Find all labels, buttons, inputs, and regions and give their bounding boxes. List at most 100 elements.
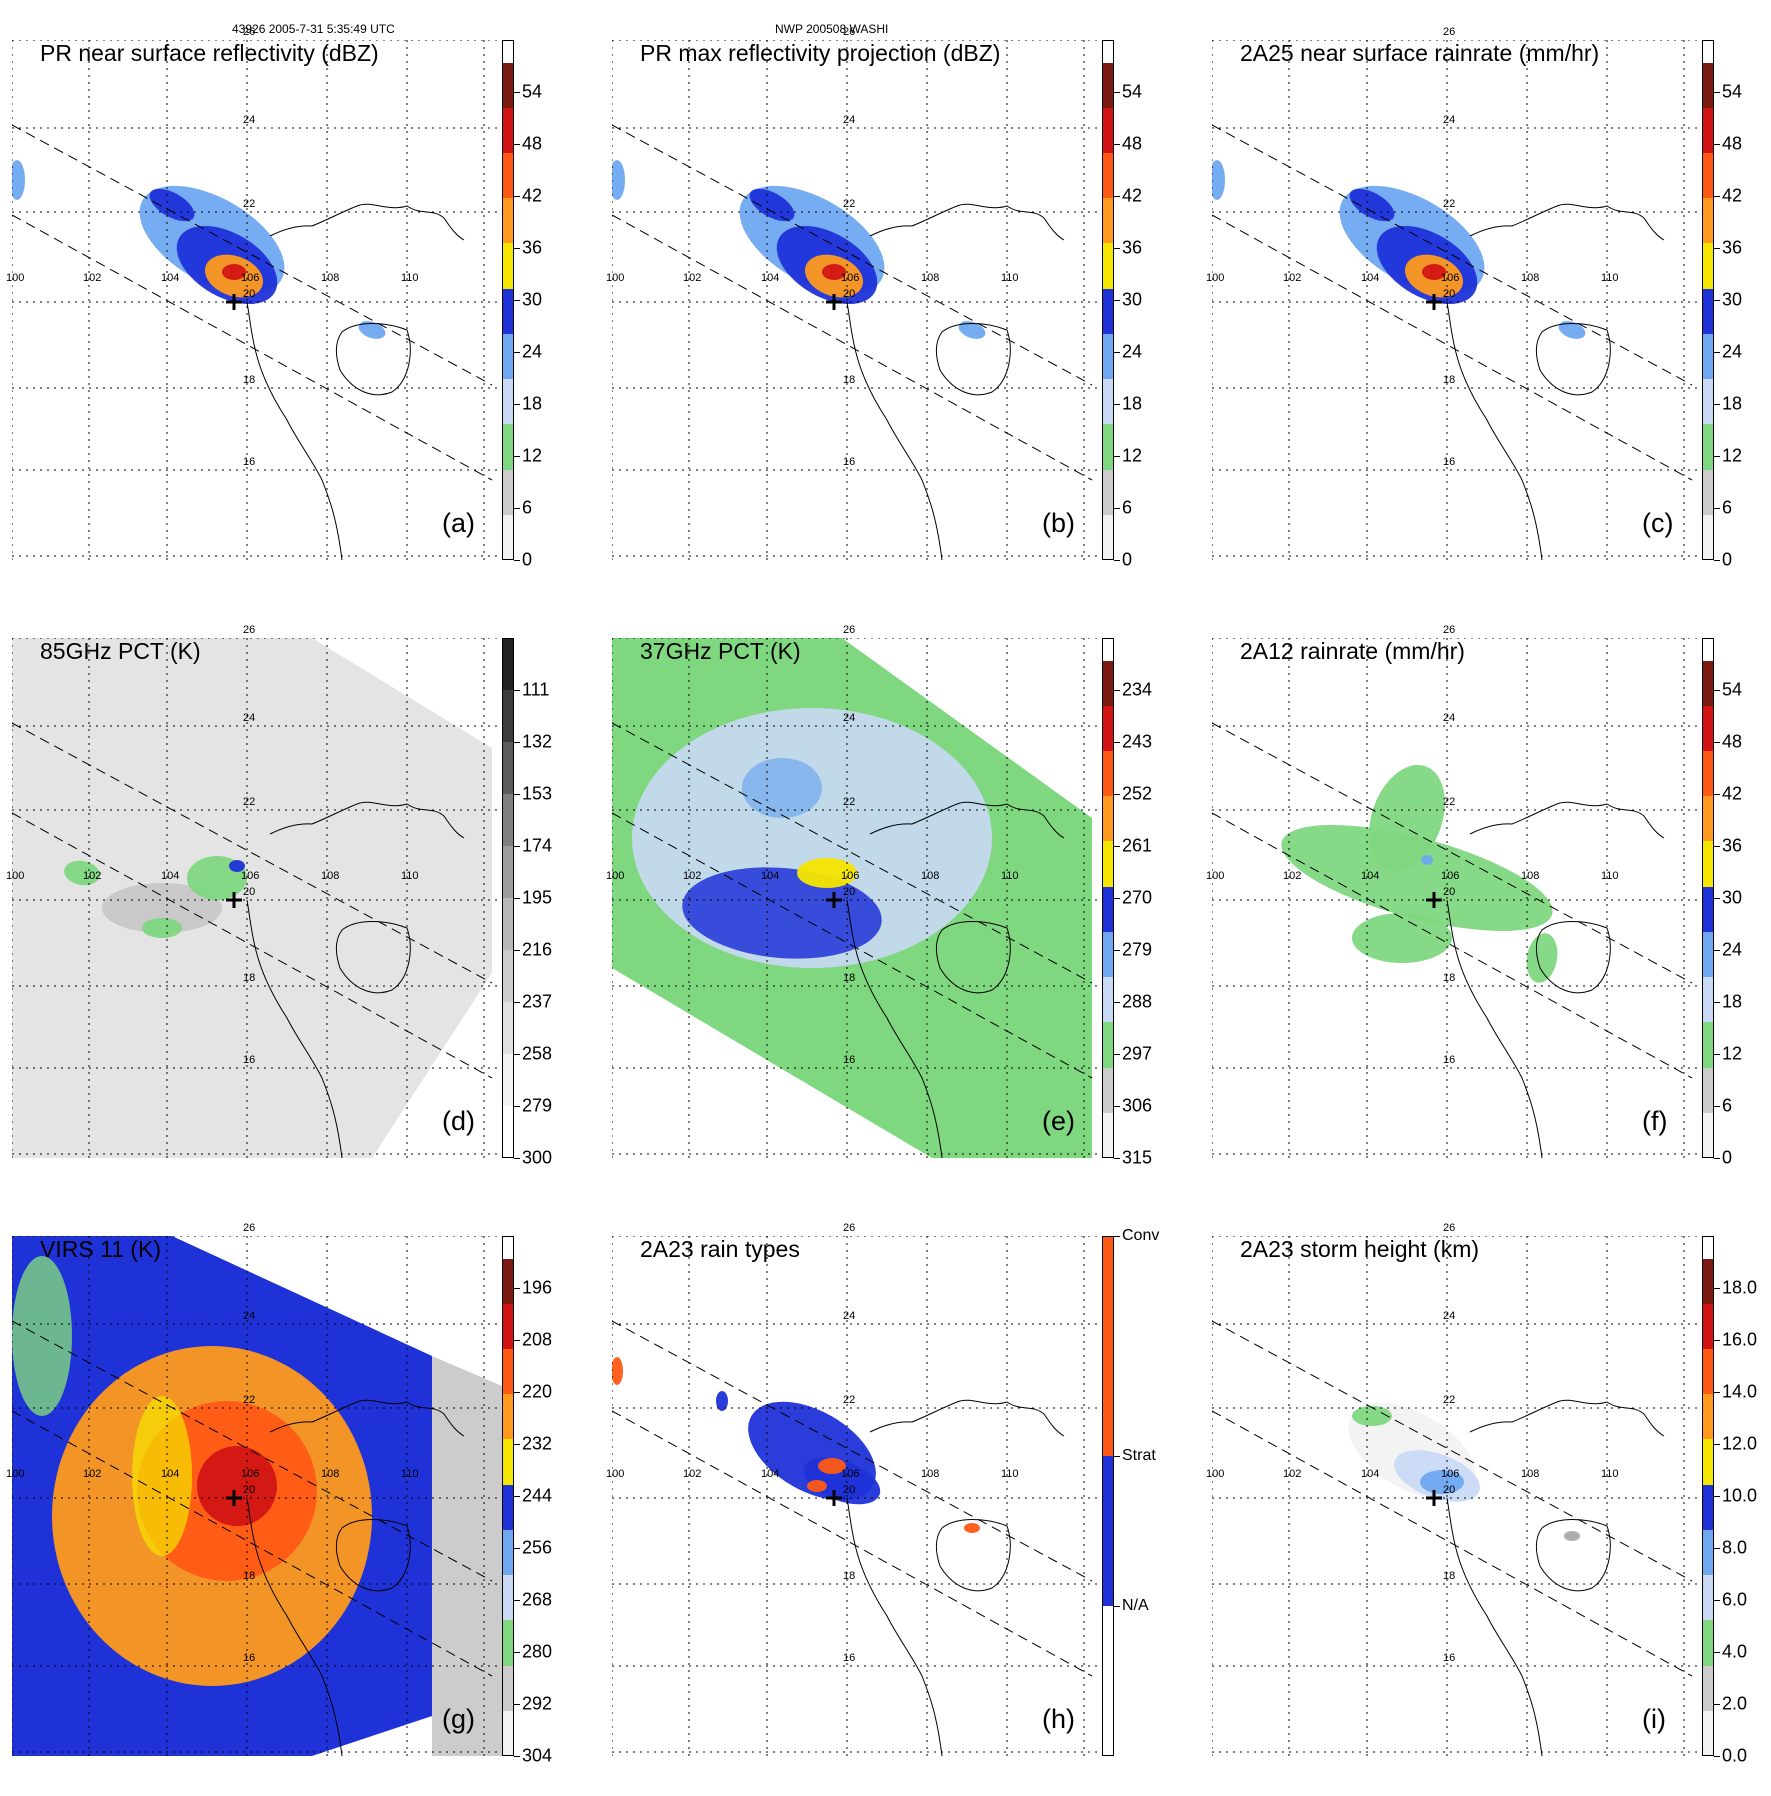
map-canvas <box>12 1236 502 1756</box>
latitude-label: 22 <box>243 1394 256 1406</box>
scattering-cell <box>142 918 182 938</box>
colorbar-tick <box>514 92 520 93</box>
colorbar-tick-label: 4.0 <box>1722 1641 1748 1662</box>
map-panel-i: 26 24 22 20 18 16 100 102 104 106 108 110 2A23 storm… <box>1206 1222 1771 1796</box>
colorbar-segment <box>1102 886 1114 932</box>
swath-edge-line <box>12 1320 493 1582</box>
map-canvas <box>612 40 1102 560</box>
map-panel-f: 26 24 22 20 18 16 100 102 104 106 108 110 2A12 rainr… <box>1206 624 1771 1198</box>
edge-echo <box>1212 160 1225 200</box>
longitude-label: 108 <box>321 272 340 284</box>
longitude-label: 108 <box>1521 870 1540 882</box>
longitude-label: 108 <box>321 870 340 882</box>
panel-title: 2A25 near surface rainrate (mm/hr) <box>1240 40 1600 66</box>
colorbar-segment <box>502 424 514 470</box>
colorbar-tick-label: 8.0 <box>1722 1537 1748 1558</box>
colorbar-tick-label: 18 <box>1722 393 1743 414</box>
storm-name-header: NWP 200508 WASHI <box>775 22 889 36</box>
colorbar-tick-label: Strat <box>1122 1447 1156 1464</box>
colorbar-segment <box>1102 62 1114 108</box>
latitude-label: 26 <box>243 624 256 636</box>
colorbar-segment <box>502 1394 514 1440</box>
colorbar-tick-label: 111 <box>522 679 550 700</box>
colorbar-tick-label: 18.0 <box>1722 1277 1758 1298</box>
colorbar-segment <box>502 1620 514 1666</box>
colorbar-segment <box>1702 1575 1714 1621</box>
longitude-label: 100 <box>606 272 625 284</box>
latitude-label: 16 <box>1443 1652 1456 1664</box>
map-panel-c: 26 24 22 20 18 16 100 102 104 106 108 110 2A25 near … <box>1206 26 1771 600</box>
longitude-label: 110 <box>1001 272 1019 284</box>
colorbar-tick-label: 315 <box>1122 1147 1153 1168</box>
island-echo <box>1558 321 1586 339</box>
longitude-label: 102 <box>1283 870 1302 882</box>
colorbar-tick <box>1714 742 1720 743</box>
colorbar-segment <box>1102 333 1114 380</box>
longitude-label: 102 <box>1283 272 1302 284</box>
rain-area <box>1352 913 1452 963</box>
swath-edge-line <box>612 1320 1093 1582</box>
map-panel-d: 26 24 22 20 18 16 100 102 104 106 108 110 85GHz PCT … <box>6 624 592 1198</box>
latitude-label: 16 <box>843 456 856 468</box>
colorbar-tick-label: 42 <box>1122 185 1143 206</box>
latitude-label: 26 <box>843 26 856 38</box>
swath-edge-line <box>1212 1320 1693 1582</box>
coastline <box>869 203 1065 241</box>
longitude-label: 106 <box>1441 272 1460 284</box>
longitude-label: 106 <box>841 272 860 284</box>
colorbar-tick-label: 54 <box>1722 679 1743 700</box>
latitude-label: 26 <box>243 1222 256 1234</box>
colorbar-tick-label: 10.0 <box>1722 1485 1758 1506</box>
colorbar: 304 292 280 268 256 244 232 220 208 196 <box>502 1236 572 1766</box>
colorbar-segment <box>502 198 514 244</box>
colorbar-tick-label: 30 <box>1722 887 1743 908</box>
hainan-coastline <box>1535 921 1611 994</box>
colorbar-tick-label: 256 <box>522 1537 553 1558</box>
latitude-label: 18 <box>243 374 256 386</box>
colorbar-tick <box>1714 898 1720 899</box>
longitude-label: 110 <box>1001 1468 1019 1480</box>
island-echo <box>358 321 386 339</box>
longitude-label: 104 <box>1361 870 1380 882</box>
colorbar-segment <box>1102 660 1114 706</box>
colorbar-segment <box>1102 1067 1114 1113</box>
latitude-label: 22 <box>843 198 856 210</box>
colorbar-tick <box>1114 898 1120 899</box>
colorbar-tick <box>1714 1340 1720 1341</box>
rain-band <box>1369 764 1445 872</box>
colorbar-tick <box>1114 1158 1120 1159</box>
colorbar-tick <box>1114 92 1120 93</box>
cold-patch <box>742 758 822 818</box>
panel-label: (h) <box>1042 1704 1075 1734</box>
eyewall-max <box>1422 264 1446 280</box>
longitude-label: 102 <box>1283 1468 1302 1480</box>
colorbar-tick <box>514 560 520 561</box>
warm-region <box>12 1256 72 1416</box>
colorbar-tick-label: 24 <box>522 341 543 362</box>
longitude-label: 108 <box>921 1468 940 1480</box>
edge-echo <box>612 160 625 200</box>
colorbar-tick <box>1114 196 1120 197</box>
colorbar-tick <box>1714 1288 1720 1289</box>
colorbar-tick-label: 6.0 <box>1722 1589 1748 1610</box>
eyewall-max <box>222 264 246 280</box>
colorbar-tick <box>1714 352 1720 353</box>
coastline <box>246 1497 343 1756</box>
coastline <box>846 301 943 560</box>
latitude-label: 16 <box>843 1652 856 1664</box>
colorbar-tick-label: 24 <box>1722 341 1743 362</box>
latitude-label: 20 <box>843 886 856 898</box>
longitude-label: 110 <box>1601 870 1619 882</box>
hainan-coastline <box>335 1519 411 1592</box>
panel-title: 2A23 rain types <box>640 1236 800 1262</box>
convective-cell <box>612 1357 623 1385</box>
colorbar-frame <box>1702 638 1714 1158</box>
colorbar-tick-label: 292 <box>522 1693 553 1714</box>
coastline <box>1469 801 1665 839</box>
colorbar-tick <box>1114 248 1120 249</box>
colorbar-tick-label: 132 <box>522 731 553 752</box>
colorbar-tick-label: 237 <box>522 991 553 1012</box>
longitude-label: 106 <box>241 1468 260 1480</box>
panel-label: (e) <box>1042 1106 1075 1136</box>
latitude-label: 16 <box>243 1054 256 1066</box>
